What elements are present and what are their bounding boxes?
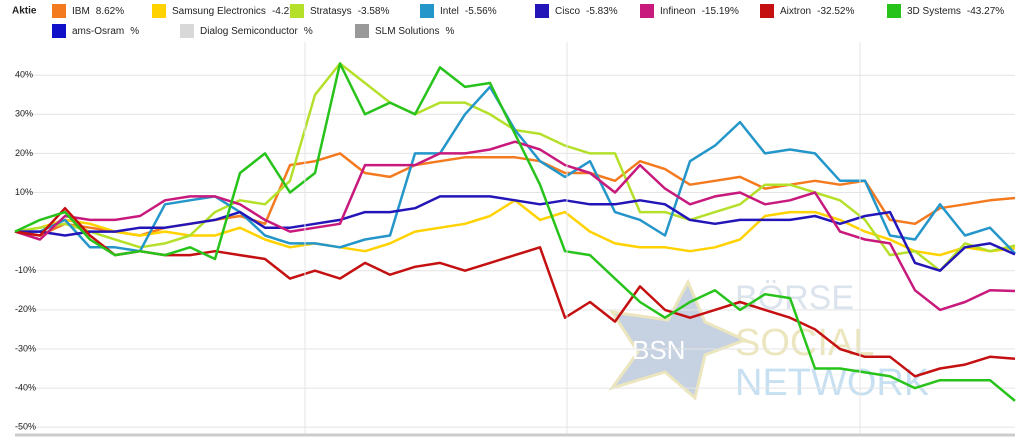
y-tick-label: -50% xyxy=(15,422,36,432)
legend-swatch xyxy=(887,4,901,18)
legend-label: IBM 8.62% xyxy=(72,6,124,17)
legend-change: -3.58% xyxy=(358,6,390,17)
series-line xyxy=(14,206,1016,378)
legend-name: Samsung Electronics xyxy=(172,6,266,17)
legend-swatch xyxy=(290,4,304,18)
y-tick-label: 30% xyxy=(15,109,33,119)
legend-swatch xyxy=(640,4,654,18)
legend-change: % xyxy=(304,26,313,37)
legend-name: Aixtron xyxy=(780,6,811,17)
legend-label: 3D Systems -43.27% xyxy=(907,6,1004,17)
legend-name: IBM xyxy=(72,6,90,17)
legend-change: -43.27% xyxy=(967,6,1004,17)
legend-label: Cisco -5.83% xyxy=(555,6,618,17)
y-tick-label: 20% xyxy=(15,148,33,158)
series-line xyxy=(15,85,1016,255)
legend-label: Dialog Semiconductor% xyxy=(200,26,313,37)
y-tick-label: -10% xyxy=(15,265,36,275)
y-tick-label: -30% xyxy=(15,343,36,353)
legend-swatch xyxy=(420,4,434,18)
legend-name: Infineon xyxy=(660,6,696,17)
legend-swatch xyxy=(52,24,66,38)
legend-label: ams-Osram% xyxy=(72,26,139,37)
legend-swatch xyxy=(52,4,66,18)
legend-change: -4.27% xyxy=(272,6,304,17)
watermark-logo: BSN xyxy=(632,335,685,365)
plot-area xyxy=(14,62,1016,428)
legend-name: 3D Systems xyxy=(907,6,961,17)
legend-name: Cisco xyxy=(555,6,580,17)
legend-name: SLM Solutions xyxy=(375,26,439,37)
legend-name: ams-Osram xyxy=(72,26,124,37)
series-line xyxy=(14,140,1016,312)
legend-change: -5.56% xyxy=(465,6,497,17)
y-tick-label: -40% xyxy=(15,382,36,392)
y-tick-label: 10% xyxy=(15,187,33,197)
legend-label: SLM Solutions% xyxy=(375,26,454,37)
legend-change: -15.19% xyxy=(702,6,739,17)
legend-swatch xyxy=(760,4,774,18)
legend-change: 8.62% xyxy=(96,6,124,17)
legend-change: % xyxy=(445,26,454,37)
legend-label: Samsung Electronics -4.27% xyxy=(172,6,304,17)
legend-swatch xyxy=(535,4,549,18)
legend-swatch xyxy=(152,4,166,18)
watermark: BSN BÖRSE SOCIAL NETWORK xyxy=(608,278,929,404)
y-tick-label: 40% xyxy=(15,70,33,80)
legend-label: Aixtron -32.52% xyxy=(780,6,854,17)
series-line xyxy=(14,62,1016,402)
watermark-star xyxy=(608,278,749,401)
legend-label: Intel -5.56% xyxy=(440,6,497,17)
legend-name: Intel xyxy=(440,6,459,17)
series-line xyxy=(14,152,1016,237)
series-line xyxy=(15,195,1016,272)
legend-title: Aktie xyxy=(12,6,37,17)
legend-label: Stratasys -3.58% xyxy=(310,6,389,17)
legend-swatch xyxy=(180,24,194,38)
legend-swatch xyxy=(355,24,369,38)
y-tick-label: -20% xyxy=(15,304,36,314)
legend-name: Dialog Semiconductor xyxy=(200,26,298,37)
legend-name: Stratasys xyxy=(310,6,352,17)
legend-change: % xyxy=(130,26,139,37)
legend-label: Infineon -15.19% xyxy=(660,6,739,17)
legend-change: -5.83% xyxy=(586,6,618,17)
legend-change: -32.52% xyxy=(817,6,854,17)
